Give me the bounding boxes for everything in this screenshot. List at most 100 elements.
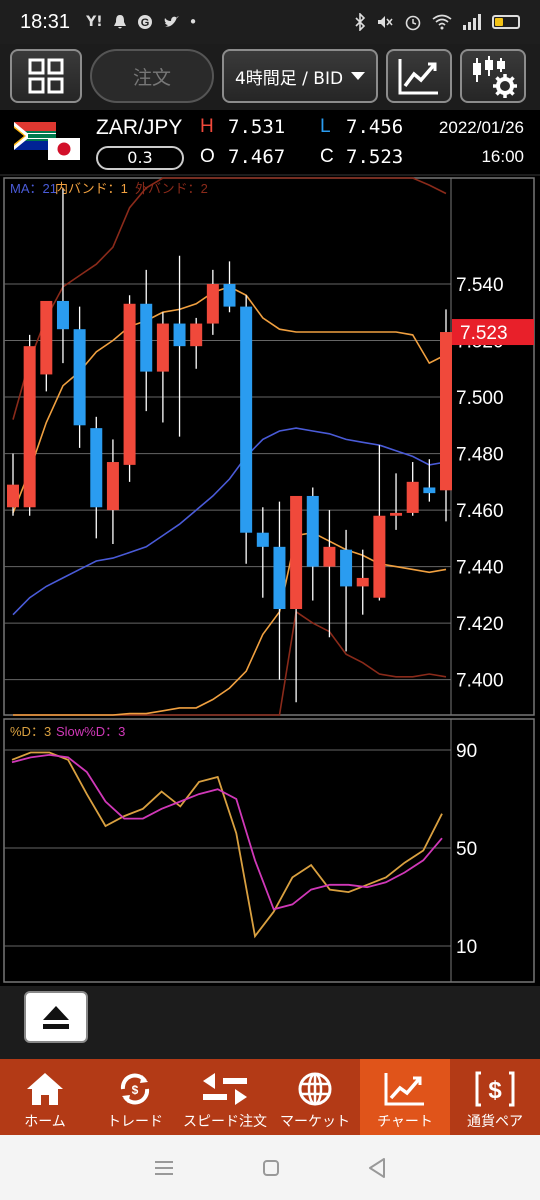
low-value: 7.456 xyxy=(346,116,404,138)
japan-flag xyxy=(48,138,80,160)
back-icon[interactable] xyxy=(367,1157,387,1179)
chart-toolbar: 注文 4時間足 / BID xyxy=(0,44,540,108)
bull-candle xyxy=(290,495,303,610)
price-panel-frame xyxy=(3,177,535,716)
bull-candle xyxy=(406,481,419,513)
system-navigation-bar xyxy=(0,1135,540,1200)
bull-candle xyxy=(106,462,119,511)
layout-grid-button[interactable] xyxy=(10,49,82,103)
price-axis-label: 7.420 xyxy=(456,614,504,635)
bull-candle xyxy=(190,323,203,347)
chart-icon xyxy=(384,1073,424,1106)
dropdown-caret-icon xyxy=(351,72,366,80)
quote-date: 2022/01/26 xyxy=(438,118,524,137)
trade-icon: $ xyxy=(120,1073,150,1105)
nav-home-label: ホーム xyxy=(24,1114,66,1130)
ma-line xyxy=(12,427,447,616)
current-price-label: 7.523 xyxy=(460,323,508,344)
chart-type-button[interactable] xyxy=(386,49,452,103)
google-icon: G xyxy=(137,15,152,29)
bear-candle xyxy=(273,546,286,610)
quote-header: ZAR/JPY 0.3 H 7.531 O 7.467 L 7.456 C 7.… xyxy=(0,110,540,174)
bottom-navigation: ホーム $ トレード スピード注文 マーケット xyxy=(0,1059,540,1135)
candlestick-settings-icon xyxy=(473,56,517,98)
timeframe-select[interactable]: 4時間足 / BID xyxy=(222,49,378,103)
close-label: C xyxy=(320,146,334,167)
svg-text:$: $ xyxy=(132,1083,139,1097)
bear-candle xyxy=(90,428,103,508)
currency-pair-icon: $ xyxy=(475,1071,515,1107)
bear-candle xyxy=(240,306,253,533)
spread-value: 0.3 xyxy=(96,146,184,170)
open-value: 7.467 xyxy=(228,146,286,168)
nav-speed-order-label: スピード注文 xyxy=(183,1114,267,1130)
recents-icon[interactable] xyxy=(153,1159,175,1177)
stochastic-legend: %D：3 xyxy=(10,724,51,739)
bear-candle xyxy=(56,300,69,330)
bull-candle xyxy=(440,332,452,491)
order-button[interactable]: 注文 xyxy=(90,49,214,103)
low-label: L xyxy=(320,116,331,137)
mute-icon xyxy=(378,16,393,28)
bear-candle xyxy=(140,303,153,372)
high-label: H xyxy=(200,116,214,137)
speed-order-icon xyxy=(203,1073,247,1105)
bear-candle xyxy=(223,283,236,307)
bear-candle xyxy=(306,495,319,567)
bear-candle xyxy=(340,549,353,587)
status-time: 18:31 xyxy=(20,10,71,33)
indicator-legend: MA：21 xyxy=(10,181,57,196)
stochastic-axis-label: 90 xyxy=(456,741,477,762)
price-axis-label: 7.540 xyxy=(456,275,504,296)
dot-icon: • xyxy=(188,13,198,31)
wifi-icon xyxy=(432,14,452,30)
eject-icon xyxy=(43,1006,69,1029)
bull-candle xyxy=(23,346,36,508)
collapse-panel-button[interactable] xyxy=(24,991,88,1043)
bear-candle xyxy=(423,487,436,494)
nav-currency-pair[interactable]: $ 通貨ペア xyxy=(450,1059,540,1135)
nav-trade-label: トレード xyxy=(107,1114,163,1130)
stochastic-panel-frame xyxy=(3,718,535,983)
open-label: O xyxy=(200,146,215,167)
home-circle-icon[interactable] xyxy=(261,1158,281,1178)
bull-candle xyxy=(323,546,336,567)
market-globe-icon xyxy=(298,1072,332,1106)
grid-icon xyxy=(28,58,64,94)
nav-trade[interactable]: $ トレード xyxy=(90,1059,180,1135)
nav-market[interactable]: マーケット xyxy=(270,1059,360,1135)
current-price-badge xyxy=(452,319,534,346)
nav-speed-order[interactable]: スピード注文 xyxy=(180,1059,270,1135)
nav-currency-pair-label: 通貨ペア xyxy=(467,1114,523,1130)
nav-home[interactable]: ホーム xyxy=(0,1059,90,1135)
bull-candle xyxy=(40,300,53,375)
svg-text:$: $ xyxy=(488,1077,502,1104)
line-chart-icon xyxy=(398,59,438,95)
bull-candle xyxy=(123,303,136,465)
outer-band-upper-line xyxy=(12,177,447,420)
chart-area[interactable]: 7.5407.5207.5007.4807.4607.4407.4207.400… xyxy=(0,176,540,986)
bull-candle xyxy=(373,515,386,598)
bluetooth-icon xyxy=(355,13,366,31)
stochastic-legend: Slow%D：3 xyxy=(56,724,125,739)
indicator-legend: 外バンド：2 xyxy=(135,181,208,196)
nav-chart-label: チャート xyxy=(377,1114,433,1130)
close-value: 7.523 xyxy=(346,146,404,168)
yahoo-icon: Y! xyxy=(86,14,103,30)
chart-settings-button[interactable] xyxy=(460,49,526,103)
stochastic-d-line xyxy=(11,751,443,939)
price-axis-label: 7.400 xyxy=(456,671,504,692)
alarm-icon xyxy=(405,15,421,31)
bear-candle xyxy=(73,329,86,426)
currency-pair: ZAR/JPY xyxy=(96,116,183,139)
south-africa-flag xyxy=(14,122,56,150)
status-bar: 18:31 Y! G • xyxy=(0,0,540,44)
quote-time: 16:00 xyxy=(481,147,524,166)
home-icon xyxy=(27,1073,63,1105)
bear-candle xyxy=(173,323,186,347)
battery-icon xyxy=(492,15,520,29)
nav-chart[interactable]: チャート xyxy=(360,1059,450,1135)
chart-svg[interactable]: 7.5407.5207.5007.4807.4607.4407.4207.400… xyxy=(0,176,540,986)
bull-candle xyxy=(206,283,219,324)
price-axis-label: 7.440 xyxy=(456,558,504,579)
